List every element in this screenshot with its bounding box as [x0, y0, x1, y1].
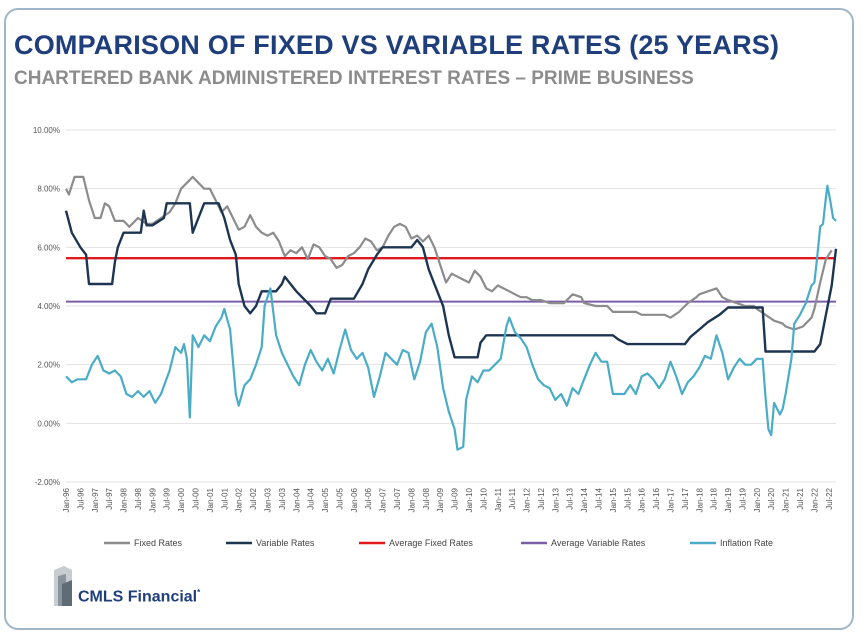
- x-tick-label: Jul-20: [767, 487, 776, 509]
- x-tick-label: Jan-04: [292, 487, 301, 512]
- x-tick-label: Jul-17: [681, 487, 690, 509]
- x-tick-label: Jan-00: [177, 487, 186, 512]
- x-tick-label: Jan-96: [62, 487, 71, 512]
- legend-layer: Fixed Rates Variable Rates Average Fixed R…: [104, 538, 773, 548]
- legend-label: Variable Rates: [256, 538, 315, 548]
- x-tick-label: Jul-01: [220, 487, 229, 509]
- legend-label: Inflation Rate: [720, 538, 773, 548]
- series-line-fixed-rates: [65, 175, 833, 331]
- x-tick-label: Jul-12: [537, 487, 546, 509]
- x-tick-label: Jan-08: [407, 487, 416, 512]
- y-tick-label: 2.00%: [37, 361, 60, 370]
- x-tick-label: Jul-16: [652, 487, 661, 509]
- series-layer: [64, 175, 838, 451]
- x-tick-label: Jan-97: [91, 487, 100, 512]
- y-tick-label: -2.00%: [35, 478, 60, 487]
- x-tick-label: Jan-19: [724, 487, 733, 512]
- x-tick-label: Jul-08: [422, 487, 431, 509]
- x-tick-label: Jan-20: [753, 487, 762, 512]
- x-tick-label: Jul-18: [710, 487, 719, 509]
- x-tick-label: Jan-07: [379, 487, 388, 512]
- x-tick-label: Jul-97: [105, 487, 114, 509]
- x-tick-label: Jul-09: [451, 487, 460, 509]
- x-tick-label: Jan-01: [206, 487, 215, 512]
- y-tick-label: 6.00%: [37, 243, 60, 252]
- x-tick-label: Jan-05: [321, 487, 330, 512]
- x-tick-label: Jul-07: [393, 487, 402, 509]
- cmls-logo-text: CMLS Financial*: [78, 588, 201, 606]
- x-tick-label: Jan-06: [350, 487, 359, 512]
- cmls-logo: CMLS Financial*: [50, 566, 220, 610]
- series-line-inflation-rate: [65, 184, 837, 451]
- legend-label: Average Variable Rates: [551, 538, 646, 548]
- legend-item-inflation-rate: Inflation Rate: [690, 538, 773, 548]
- x-tick-label: Jan-21: [782, 487, 791, 512]
- x-tick-label: Jan-02: [235, 487, 244, 512]
- x-tick-label: Jan-13: [551, 487, 560, 512]
- x-tick-label: Jan-17: [666, 487, 675, 512]
- y-tick-label: 0.00%: [37, 419, 60, 428]
- y-tick-label: 10.00%: [33, 126, 60, 135]
- x-tick-label: Jul-13: [566, 487, 575, 509]
- x-tick-label: Jan-11: [494, 487, 503, 511]
- x-tick-label: Jul-10: [479, 487, 488, 509]
- chart-title: COMPARISON OF FIXED VS VARIABLE RATES (2…: [14, 30, 780, 60]
- y-tick-label: 8.00%: [37, 185, 60, 194]
- x-tick-label: Jan-03: [263, 487, 272, 512]
- chart-subtitle: CHARTERED BANK ADMINISTERED INTEREST RAT…: [14, 68, 694, 89]
- y-tick-label: 4.00%: [37, 302, 60, 311]
- x-tick-label: Jan-14: [580, 487, 589, 512]
- legend-label: Average Fixed Rates: [389, 538, 473, 548]
- x-tick-label: Jul-22: [825, 487, 834, 509]
- legend-item-variable-rates: Variable Rates: [226, 538, 315, 548]
- axis-layer: -2.00% 0.00% 2.00% 4.00% 6.00% 8.00% 10.00% Jan…: [33, 126, 834, 512]
- x-tick-label: Jan-10: [465, 487, 474, 512]
- grid-layer: [66, 129, 836, 483]
- x-tick-label: Jul-96: [76, 487, 85, 509]
- cmls-logo-icon: [54, 566, 72, 606]
- x-tick-label: Jul-15: [623, 487, 632, 509]
- x-tick-label: Jul-03: [278, 487, 287, 509]
- x-tick-label: Jul-02: [249, 487, 258, 509]
- x-tick-label: Jan-12: [523, 487, 532, 512]
- x-tick-label: Jul-06: [364, 487, 373, 509]
- x-tick-label: Jan-15: [609, 487, 618, 512]
- legend-item-fixed-rates: Fixed Rates: [104, 538, 183, 548]
- x-tick-label: Jan-99: [148, 487, 157, 512]
- x-tick-label: Jul-98: [134, 487, 143, 509]
- series-line-variable-rates: [64, 202, 838, 359]
- x-tick-label: Jul-99: [163, 487, 172, 509]
- x-tick-label: Jan-22: [810, 487, 819, 512]
- x-tick-label: Jul-00: [192, 487, 201, 509]
- x-tick-label: Jan-18: [695, 487, 704, 512]
- x-tick-label: Jan-16: [638, 487, 647, 512]
- legend-item-average-variable-rates: Average Variable Rates: [521, 538, 646, 548]
- legend-item-average-fixed-rates: Average Fixed Rates: [359, 538, 473, 548]
- x-tick-label: Jul-11: [508, 487, 517, 509]
- x-tick-label: Jul-14: [595, 487, 604, 509]
- x-tick-label: Jul-04: [307, 487, 316, 509]
- x-tick-label: Jul-21: [796, 487, 805, 509]
- legend-label: Fixed Rates: [134, 538, 183, 548]
- x-tick-label: Jul-05: [335, 487, 344, 509]
- x-tick-label: Jan-09: [436, 487, 445, 512]
- x-tick-label: Jan-98: [120, 487, 129, 512]
- x-tick-label: Jul-19: [738, 487, 747, 509]
